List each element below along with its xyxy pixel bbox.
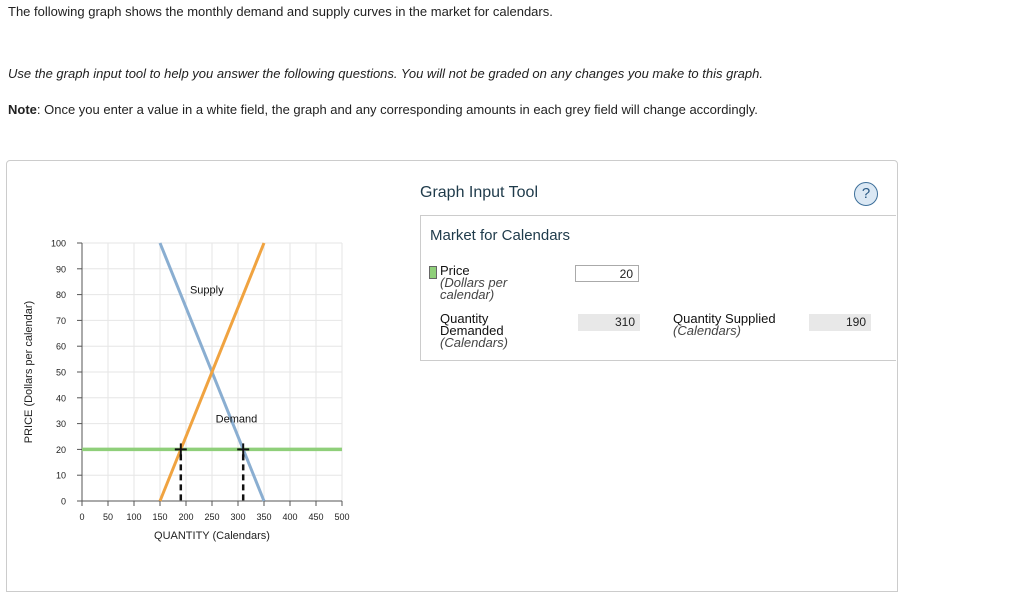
y-tick-label: 100 [51, 239, 66, 249]
instructions-text: Use the graph input tool to help you ans… [8, 66, 763, 81]
quantity-demanded-line1: Quantity [440, 311, 489, 326]
y-tick-label: 80 [56, 290, 66, 300]
market-title: Market for Calendars [430, 227, 571, 244]
quantity-supplied-value: 190 [809, 314, 871, 331]
y-tick-label: 20 [56, 445, 66, 455]
quantity-demanded-value: 310 [578, 314, 640, 331]
x-tick-label: 300 [230, 512, 245, 522]
demand-label: Demand [216, 413, 258, 425]
note-label: Note [8, 102, 37, 117]
x-tick-label: 150 [152, 512, 167, 522]
price-input[interactable]: 20 [575, 265, 639, 282]
y-tick-label: 70 [56, 316, 66, 326]
x-tick-label: 500 [334, 512, 349, 522]
quantity-supplied-unit: (Calendars) [673, 323, 741, 338]
graph-panel [6, 160, 898, 592]
quantity-demanded-label: Quantity Demanded (Calendars) [440, 311, 508, 350]
x-tick-label: 450 [308, 512, 323, 522]
price-label-text: Price [440, 263, 470, 278]
x-tick-label: 250 [204, 512, 219, 522]
quantity-supplied-label: Quantity Supplied (Calendars) [673, 311, 776, 338]
intro-text: The following graph shows the monthly de… [8, 4, 553, 19]
supply-label: Supply [190, 284, 224, 296]
x-tick-label: 0 [79, 512, 84, 522]
price-color-swatch [429, 266, 437, 279]
x-tick-label: 350 [256, 512, 271, 522]
supply-demand-chart[interactable]: 0 10 20 30 40 50 60 70 80 90 100 0 50 100 150 200 250 300… [20, 230, 360, 550]
quantity-supplied-text: Quantity Supplied [673, 311, 776, 326]
x-tick-label: 200 [178, 512, 193, 522]
y-tick-label: 60 [56, 342, 66, 352]
y-tick-label: 50 [56, 368, 66, 378]
graph-input-tool-title: Graph Input Tool [420, 184, 539, 201]
tool-divider [420, 215, 896, 216]
y-tick-label: 40 [56, 393, 66, 403]
note-body: : Once you enter a value in a white fiel… [36, 102, 758, 117]
x-tick-label: 50 [103, 512, 113, 522]
price-unit-line1: (Dollars per [440, 275, 508, 290]
graph-input-box [420, 216, 896, 361]
y-tick-label: 30 [56, 419, 66, 429]
note-text: Note: Once you enter a value in a white … [8, 102, 758, 117]
quantity-demanded-line2: Demanded [440, 323, 504, 338]
quantity-demanded-unit: (Calendars) [440, 335, 508, 350]
y-tick-label: 0 [61, 497, 66, 507]
y-tick-label: 90 [56, 264, 66, 274]
help-button[interactable]: ? [854, 182, 878, 206]
y-tick-label: 10 [56, 471, 66, 481]
price-unit-line2: calendar) [440, 287, 495, 302]
supply-curve [158, 242, 266, 502]
x-tick-label: 100 [126, 512, 141, 522]
y-axis-label: PRICE (Dollars per calendar) [23, 301, 35, 443]
x-tick-label: 400 [282, 512, 297, 522]
price-label: Price (Dollars per calendar) [440, 263, 508, 302]
x-axis-label: QUANTITY (Calendars) [154, 530, 270, 542]
